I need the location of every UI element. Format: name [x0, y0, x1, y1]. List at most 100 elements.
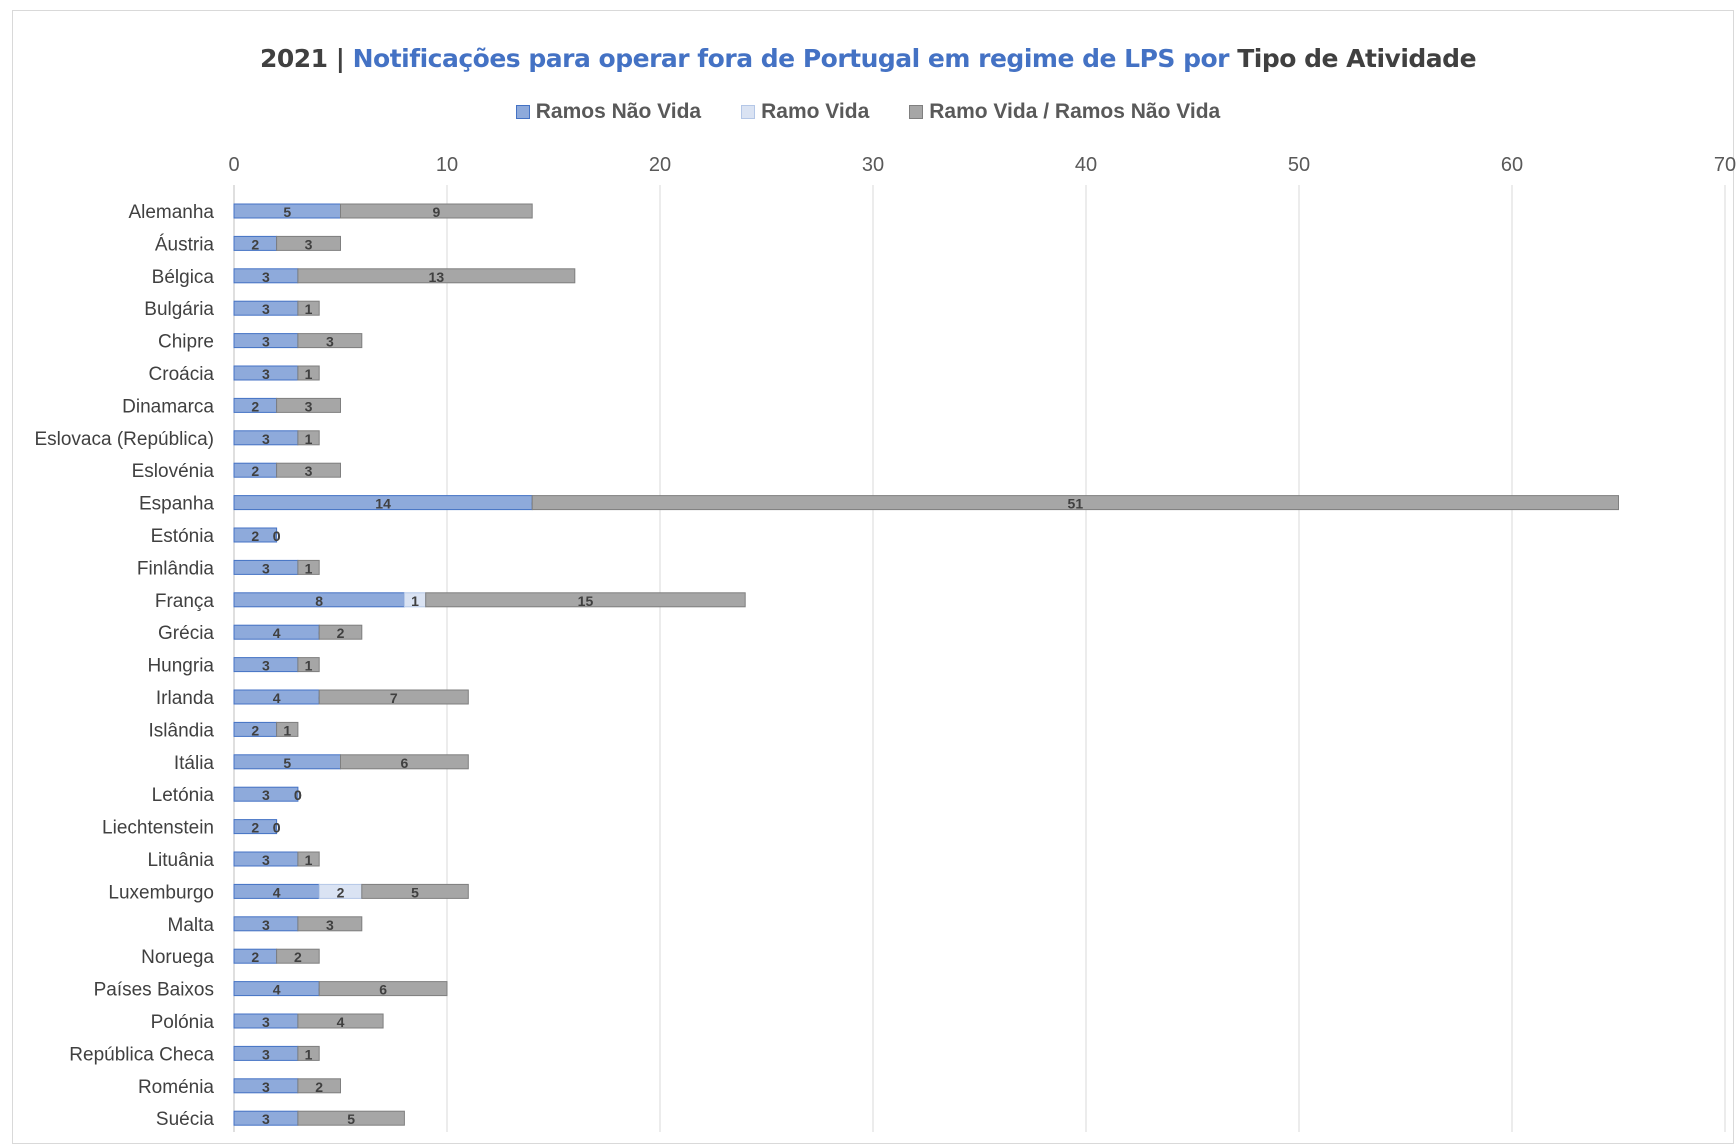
category-label-paises-baixos: Países Baixos	[94, 980, 214, 1001]
bar-ramo-vida-ramos-nao-vida-chipre	[297, 333, 363, 349]
data-label-ramos-nao-vida-croacia: 3	[262, 366, 270, 382]
category-label-chipre: Chipre	[158, 332, 214, 353]
data-label-ramos-nao-vida-romenia: 3	[262, 1079, 270, 1095]
bar-ramo-vida-ramos-nao-vida-luxemburgo	[361, 883, 469, 899]
data-label-ramo-vida-ramos-nao-vida-eslovaca-republica: 1	[305, 431, 313, 447]
category-label-suecia: Suécia	[156, 1109, 215, 1130]
x-tick-label-20: 20	[649, 154, 671, 176]
data-label-ramo-vida-ramos-nao-vida-belgica: 13	[429, 269, 445, 285]
data-label-ramo-vida-ramos-nao-vida-paises-baixos: 6	[379, 982, 387, 998]
data-label-ramos-nao-vida-estonia: 2	[251, 528, 259, 544]
bar-ramo-vida-ramos-nao-vida-franca	[425, 592, 746, 608]
legend-label-ramos-nao-vida: Ramos Não Vida	[535, 100, 702, 123]
bar-ramo-vida-ramos-nao-vida-irlanda	[318, 689, 469, 705]
data-label-ramos-nao-vida-hungria: 3	[262, 658, 270, 674]
data-label-ramo-vida-ramos-nao-vida-letonia: 0	[294, 787, 302, 803]
bar-ramo-vida-ramos-nao-vida-malta	[297, 916, 363, 932]
category-label-noruega: Noruega	[141, 947, 214, 968]
bar-ramo-vida-ramos-nao-vida-croacia	[297, 365, 320, 381]
data-label-ramo-vida-ramos-nao-vida-malta: 3	[326, 917, 334, 933]
bar-ramo-vida-ramos-nao-vida-republica-checa	[297, 1045, 320, 1061]
data-label-ramo-vida-ramos-nao-vida-grecia: 2	[337, 625, 345, 641]
category-label-croacia: Croácia	[149, 364, 215, 385]
x-tick-label-70: 70	[1714, 154, 1736, 176]
data-label-ramo-vida-ramos-nao-vida-republica-checa: 1	[305, 1046, 313, 1062]
category-label-polonia: Polónia	[151, 1012, 215, 1033]
data-label-ramos-nao-vida-paises-baixos: 4	[273, 982, 281, 998]
category-label-grecia: Grécia	[158, 623, 214, 644]
data-label-ramos-nao-vida-italia: 5	[283, 755, 291, 771]
data-label-ramo-vida-ramos-nao-vida-bulgaria: 1	[305, 301, 313, 317]
bar-ramo-vida-ramos-nao-vida-islandia	[276, 721, 299, 737]
data-label-ramo-vida-franca: 1	[411, 593, 419, 609]
bar-ramo-vida-ramos-nao-vida-paises-baixos	[318, 981, 448, 997]
data-label-ramos-nao-vida-finlandia: 3	[262, 560, 270, 576]
data-label-ramo-vida-ramos-nao-vida-irlanda: 7	[390, 690, 398, 706]
category-label-franca: França	[155, 591, 215, 612]
data-label-ramos-nao-vida-franca: 8	[315, 593, 323, 609]
bar-ramo-vida-ramos-nao-vida-italia	[340, 754, 469, 770]
data-label-ramos-nao-vida-austria: 2	[251, 236, 259, 252]
data-label-ramo-vida-ramos-nao-vida-dinamarca: 3	[305, 398, 313, 414]
legend-item-ramo-vida[interactable]: Ramo Vida	[741, 100, 869, 124]
data-label-ramo-vida-ramos-nao-vida-finlandia: 1	[305, 560, 313, 576]
legend-item-ramo-vida-ramos-nao-vida[interactable]: Ramo Vida / Ramos Não Vida	[909, 100, 1220, 124]
data-label-ramo-vida-estonia: 0	[273, 528, 281, 544]
data-label-ramo-vida-ramos-nao-vida-franca: 15	[578, 593, 594, 609]
x-tick-label-30: 30	[862, 154, 884, 176]
data-label-ramos-nao-vida-eslovenia: 2	[251, 463, 259, 479]
bar-ramo-vida-ramos-nao-vida-eslovenia	[276, 462, 342, 478]
bar-ramo-vida-ramos-nao-vida-suecia	[297, 1110, 405, 1126]
category-label-austria: Áustria	[155, 234, 215, 255]
category-label-espanha: Espanha	[139, 494, 214, 515]
legend: Ramos Não Vida Ramo Vida Ramo Vida / Ram…	[0, 100, 1736, 124]
data-label-ramo-vida-ramos-nao-vida-liechtenstein: 0	[273, 820, 281, 836]
category-label-luxemburgo: Luxemburgo	[108, 882, 214, 903]
category-label-eslovaca-republica: Eslovaca (República)	[34, 429, 214, 450]
data-label-ramo-vida-luxemburgo: 2	[337, 884, 345, 900]
data-label-ramo-vida-ramos-nao-vida-suecia: 5	[347, 1111, 355, 1127]
legend-swatch-ramo-vida-ramos-nao-vida	[909, 105, 924, 119]
x-tick-label-40: 40	[1075, 154, 1097, 176]
category-label-romenia: Roménia	[138, 1077, 214, 1098]
category-label-alemanha: Alemanha	[128, 202, 214, 223]
data-label-ramo-vida-ramos-nao-vida-noruega: 2	[294, 949, 302, 965]
chart-title: 2021 | Notificações para operar fora de …	[0, 44, 1736, 73]
data-label-ramos-nao-vida-alemanha: 5	[283, 204, 291, 220]
data-label-ramo-vida-ramos-nao-vida-islandia: 1	[283, 722, 291, 738]
data-label-ramos-nao-vida-republica-checa: 3	[262, 1046, 270, 1062]
data-label-ramo-vida-ramos-nao-vida-estonia: 0	[273, 528, 281, 544]
data-label-ramos-nao-vida-letonia: 3	[262, 787, 270, 803]
bar-ramo-vida-ramos-nao-vida-finlandia	[297, 559, 320, 575]
data-label-ramo-vida-ramos-nao-vida-eslovenia: 3	[305, 463, 313, 479]
data-label-ramo-vida-ramos-nao-vida-croacia: 1	[305, 366, 313, 382]
legend-swatch-ramo-vida	[741, 105, 756, 119]
data-label-ramos-nao-vida-eslovaca-republica: 3	[262, 431, 270, 447]
category-label-islandia: Islândia	[149, 720, 215, 741]
data-label-ramo-vida-ramos-nao-vida-luxemburgo: 5	[411, 884, 419, 900]
data-label-ramo-vida-ramos-nao-vida-espanha: 51	[1068, 496, 1084, 512]
bar-ramo-vida-ramos-nao-vida-romenia	[297, 1078, 341, 1094]
data-label-ramos-nao-vida-islandia: 2	[251, 722, 259, 738]
data-label-ramo-vida-ramos-nao-vida-austria: 3	[305, 236, 313, 252]
legend-item-ramos-nao-vida[interactable]: Ramos Não Vida	[515, 100, 702, 124]
bar-ramos-nao-vida-liechtenstein	[233, 819, 278, 835]
data-label-ramo-vida-ramos-nao-vida-hungria: 1	[305, 658, 313, 674]
bar-ramo-vida-ramos-nao-vida-espanha	[531, 495, 1620, 511]
data-label-ramos-nao-vida-polonia: 3	[262, 1014, 270, 1030]
category-label-lituania: Lituânia	[147, 850, 214, 871]
bar-ramo-vida-ramos-nao-vida-austria	[276, 235, 342, 251]
data-label-ramos-nao-vida-suecia: 3	[262, 1111, 270, 1127]
data-label-ramo-vida-ramos-nao-vida-lituania: 1	[305, 852, 313, 868]
x-tick-label-10: 10	[436, 154, 458, 176]
title-main: Notificações para operar fora de Portuga…	[352, 44, 1230, 73]
category-label-republica-checa: República Checa	[69, 1044, 214, 1065]
category-label-letonia: Letónia	[152, 785, 215, 806]
legend-swatch-ramos-nao-vida	[515, 105, 530, 119]
bar-ramo-vida-ramos-nao-vida-bulgaria	[297, 300, 320, 316]
data-label-ramo-vida-ramos-nao-vida-italia: 6	[401, 755, 409, 771]
category-label-estonia: Estónia	[151, 526, 215, 547]
data-label-ramos-nao-vida-grecia: 4	[273, 625, 281, 641]
bar-ramos-nao-vida-letonia	[233, 786, 299, 802]
